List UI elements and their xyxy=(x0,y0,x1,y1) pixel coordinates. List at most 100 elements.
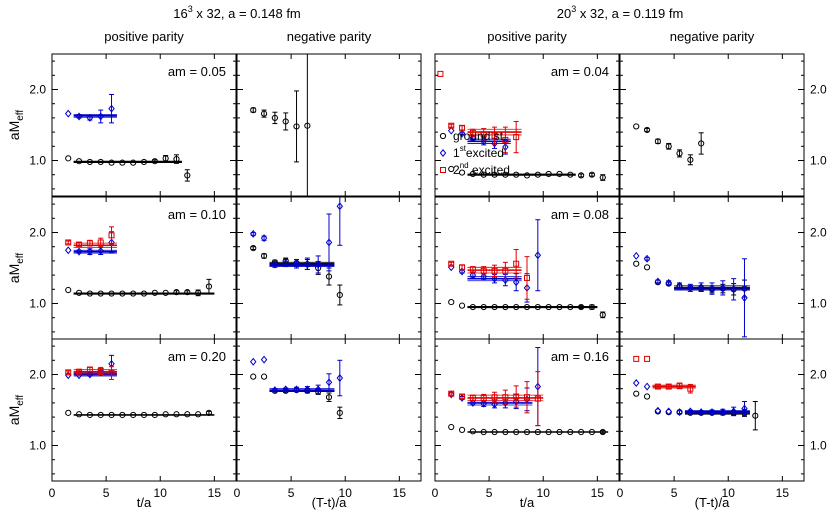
first-excited-point xyxy=(304,385,311,394)
y-tick-label-left: 1.0 xyxy=(29,297,46,311)
first-excited-point xyxy=(325,238,333,247)
second-excited-point xyxy=(633,355,640,362)
x-tick-label: 0 xyxy=(234,486,241,500)
ground-state-point xyxy=(654,138,661,145)
ground-state-point xyxy=(336,291,343,299)
ground-state-point xyxy=(151,289,158,296)
ground-state-point xyxy=(184,172,191,179)
first-excited-point xyxy=(665,278,672,287)
second-excited-point xyxy=(480,267,487,274)
second-excited-point xyxy=(459,264,466,271)
x-tick-label: 0 xyxy=(617,486,624,500)
ground-state-point xyxy=(469,428,476,435)
legend-label-second: 2nd excited xyxy=(453,161,510,177)
parity-title: positive parity xyxy=(104,29,184,44)
x-axis-label: t/a xyxy=(520,495,535,510)
first-excited-point xyxy=(439,149,447,157)
second-excited-point xyxy=(97,239,104,246)
ground-state-point xyxy=(458,426,466,433)
first-excited-point xyxy=(271,260,279,269)
first-excited-point xyxy=(730,407,737,416)
ground-state-point xyxy=(304,122,311,129)
first-excited-point xyxy=(293,385,300,394)
first-excited-point xyxy=(458,267,466,276)
ground-state-point xyxy=(480,303,487,311)
ground-state-point xyxy=(75,411,83,418)
second-excited-point xyxy=(97,367,104,374)
ground-state-point xyxy=(556,428,563,436)
am-label: am = 0.08 xyxy=(551,207,609,222)
first-excited-point xyxy=(86,247,94,256)
first-excited-point xyxy=(687,407,694,416)
second-excited-point xyxy=(437,70,444,77)
ground-state-point xyxy=(469,303,476,311)
first-excited-point xyxy=(632,379,640,388)
first-excited-point xyxy=(447,390,455,399)
panel-frame xyxy=(236,53,422,197)
first-excited-point xyxy=(730,285,737,294)
second-excited-point xyxy=(65,369,72,376)
second-excited-point xyxy=(524,394,530,401)
second-excited-point xyxy=(687,385,694,392)
x-tick-label: 10 xyxy=(154,486,168,500)
x-tick-label: 15 xyxy=(393,486,407,500)
first-excited-point xyxy=(654,406,662,415)
y-axis-label: aMeff xyxy=(6,253,26,284)
first-excited-point xyxy=(86,113,94,122)
ground-state-point xyxy=(513,303,520,311)
y-axis-label: aMeff xyxy=(6,110,26,141)
parity-title: negative parity xyxy=(287,29,372,44)
ground-state-point xyxy=(86,158,93,166)
ground-state-point xyxy=(502,428,509,436)
second-excited-point xyxy=(459,393,466,400)
ground-state-point xyxy=(140,158,148,166)
x-tick-label: 15 xyxy=(208,486,222,500)
ground-state-point xyxy=(205,283,213,290)
first-excited-point xyxy=(632,251,640,260)
ground-state-point xyxy=(282,118,289,125)
ground-state-point xyxy=(458,169,466,176)
ground-state-point xyxy=(633,260,640,267)
x-tick-label: 15 xyxy=(591,486,605,500)
second-excited-point xyxy=(534,395,541,402)
y-tick-label-right: 2.0 xyxy=(810,368,827,382)
first-excited-point xyxy=(249,229,257,238)
ground-state-point xyxy=(97,411,104,419)
am-label: am = 0.20 xyxy=(168,349,226,364)
ground-state-point xyxy=(448,298,455,306)
ground-state-point xyxy=(130,159,137,166)
ground-state-point xyxy=(556,303,563,311)
y-tick-label-left: 2.0 xyxy=(29,83,46,97)
ground-state-point xyxy=(448,423,455,431)
first-excited-point xyxy=(458,129,466,138)
ground-state-point xyxy=(676,150,683,157)
first-excited-point xyxy=(447,126,455,135)
ground-state-point xyxy=(665,143,672,150)
ground-state-point xyxy=(250,106,257,114)
panel-frame xyxy=(619,53,805,197)
second-excited-point xyxy=(491,267,498,274)
ground-state-point xyxy=(448,165,455,173)
am-label: am = 0.16 xyxy=(551,349,609,364)
ground-state-point xyxy=(523,172,531,179)
ground-state-point xyxy=(513,171,520,178)
ground-state-point xyxy=(119,290,126,297)
ground-state-point xyxy=(336,409,343,416)
first-excited-point xyxy=(665,407,672,416)
panel-frames xyxy=(51,53,805,482)
second-excited-point xyxy=(86,366,93,373)
first-excited-point xyxy=(336,374,344,383)
ground-state-point xyxy=(556,170,563,178)
ground-state-point xyxy=(599,311,606,318)
ground-state-point xyxy=(578,172,585,179)
first-excited-point xyxy=(314,260,322,269)
second-excited-point xyxy=(448,390,455,397)
second-excited-point xyxy=(448,122,455,129)
second-excited-point xyxy=(459,124,466,131)
second-excited-point xyxy=(513,393,520,400)
panel-frame xyxy=(619,196,805,340)
data-series xyxy=(64,54,759,436)
ground-state-point xyxy=(480,171,487,178)
ground-state-point xyxy=(184,411,191,418)
x-axis-label: (T-t)/a xyxy=(695,495,730,510)
